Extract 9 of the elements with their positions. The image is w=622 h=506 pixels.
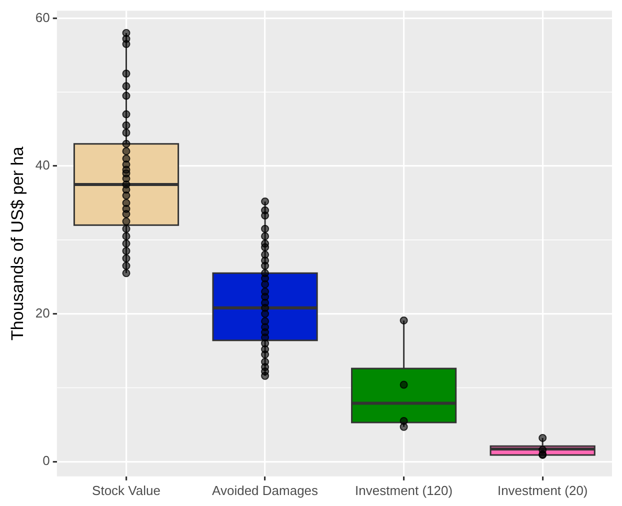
y-tick-label: 0 bbox=[42, 453, 50, 468]
x-tick-label: Avoided Damages bbox=[212, 482, 319, 498]
x-tick-label: Investment (20) bbox=[497, 482, 588, 498]
y-tick-label: 20 bbox=[35, 305, 50, 320]
y-axis-title: Thousands of US$ per ha bbox=[8, 146, 27, 340]
y-tick-label: 60 bbox=[35, 10, 50, 25]
x-tick-label: Investment (120) bbox=[355, 482, 453, 498]
y-tick-label: 40 bbox=[35, 158, 50, 173]
x-tick-label: Stock Value bbox=[92, 482, 160, 498]
